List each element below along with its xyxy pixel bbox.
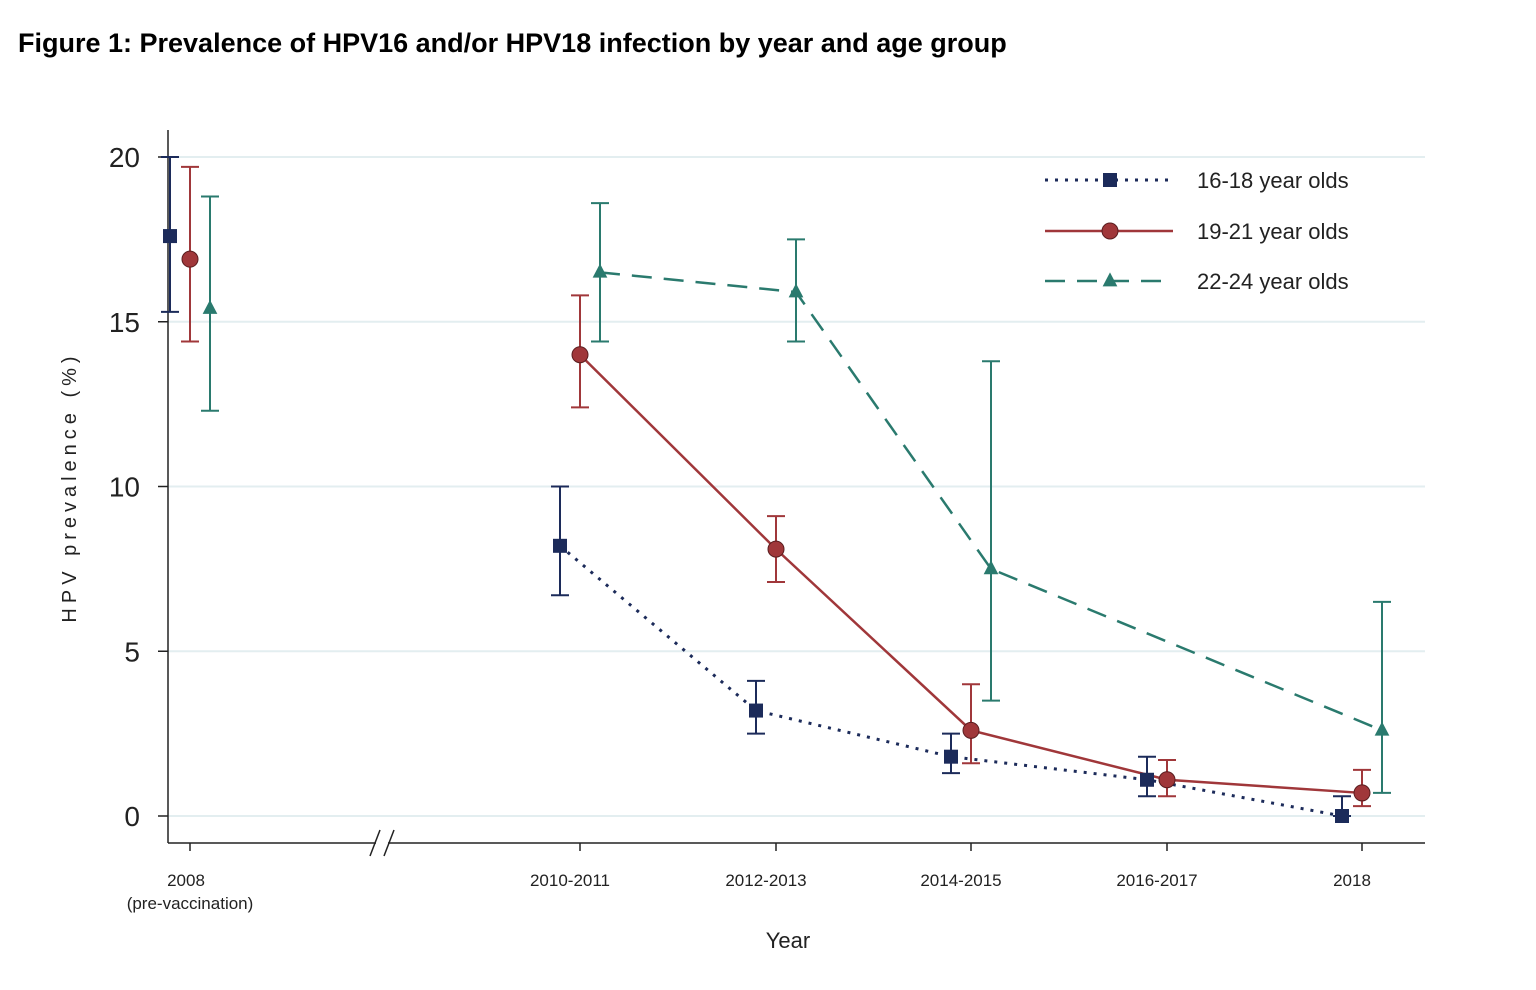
x-tick-label: 2018 bbox=[1333, 871, 1371, 890]
data-point bbox=[749, 703, 763, 718]
data-point bbox=[962, 721, 980, 739]
data-point bbox=[1335, 809, 1349, 823]
data-point bbox=[1353, 784, 1371, 802]
x-tick-label: 2012-2013 bbox=[725, 871, 806, 890]
data-point bbox=[592, 263, 608, 278]
series-line bbox=[599, 271, 1383, 732]
data-point bbox=[571, 346, 589, 364]
data-point bbox=[181, 250, 199, 268]
y-tick-label: 15 bbox=[109, 307, 140, 338]
data-point bbox=[983, 560, 999, 575]
y-tick-label: 5 bbox=[124, 636, 140, 667]
data-point bbox=[1374, 721, 1390, 736]
legend-marker bbox=[1102, 272, 1118, 287]
x-axis-ticks: 2008 (pre-vaccination) 2010-2011 2012-2013 2… bbox=[127, 843, 1371, 913]
data-point bbox=[767, 540, 785, 558]
axis-break-mark bbox=[369, 829, 381, 857]
figure-title: Figure 1: Prevalence of HPV16 and/or HPV… bbox=[18, 28, 1007, 58]
data-point bbox=[944, 749, 958, 764]
y-tick-label: 10 bbox=[109, 472, 140, 503]
data-point bbox=[163, 229, 177, 244]
x-tick-label: 2010-2011 bbox=[530, 871, 610, 890]
legend-label: 16-18 year olds bbox=[1197, 168, 1349, 193]
legend-marker bbox=[1103, 173, 1117, 187]
data-point bbox=[1158, 771, 1176, 789]
series-line bbox=[559, 544, 1343, 818]
data-markers bbox=[163, 229, 1390, 823]
data-point bbox=[553, 538, 567, 553]
x-tick-label: 2014-2015 bbox=[920, 871, 1001, 890]
x-axis-label: Year bbox=[766, 928, 810, 953]
legend-label: 22-24 year olds bbox=[1197, 269, 1349, 294]
y-axis-ticks: 0 5 10 15 20 bbox=[109, 142, 168, 832]
legend: 16-18 year olds 19-21 year olds 22-24 year… bbox=[1045, 168, 1349, 294]
x-tick-label: 2008 bbox=[167, 871, 205, 890]
y-tick-label: 20 bbox=[109, 142, 140, 173]
legend-marker bbox=[1101, 222, 1119, 240]
legend-label: 19-21 year olds bbox=[1197, 219, 1349, 244]
y-tick-label: 0 bbox=[124, 801, 140, 832]
y-axis-label: HPV prevalence (%) bbox=[59, 351, 81, 622]
x-tick-sublabel: (pre-vaccination) bbox=[127, 894, 254, 913]
data-point bbox=[788, 283, 804, 298]
axis-break-mark bbox=[383, 829, 395, 857]
data-point bbox=[202, 299, 218, 314]
x-tick-label: 2016-2017 bbox=[1116, 871, 1197, 890]
data-point bbox=[1140, 772, 1154, 787]
